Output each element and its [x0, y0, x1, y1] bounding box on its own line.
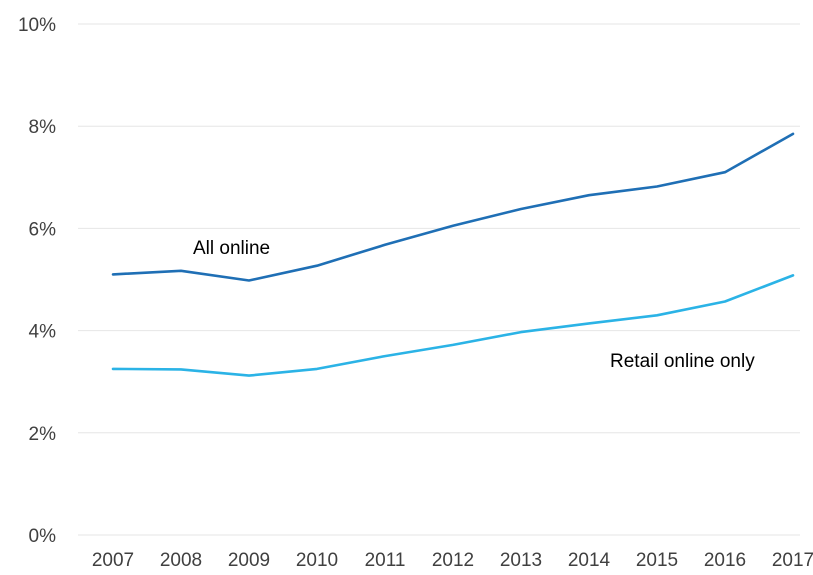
- y-axis-tick-labels: 0% 2% 4% 6% 8% 10%: [18, 15, 56, 547]
- series-label-retail-online-only: Retail online only: [610, 351, 755, 372]
- x-tick-label: 2009: [228, 550, 270, 571]
- series-labels: All online Retail online only: [193, 238, 755, 372]
- gridlines: [78, 24, 800, 535]
- y-tick-label: 8%: [29, 117, 57, 138]
- series-label-all-online: All online: [193, 238, 270, 259]
- x-tick-label: 2013: [500, 550, 542, 571]
- x-tick-label: 2011: [365, 550, 406, 571]
- x-tick-label: 2010: [296, 550, 338, 571]
- y-tick-label: 10%: [18, 15, 56, 36]
- y-tick-label: 4%: [29, 322, 57, 343]
- x-tick-label: 2008: [160, 550, 202, 571]
- x-tick-label: 2007: [92, 550, 134, 571]
- x-tick-label: 2014: [568, 550, 611, 571]
- x-tick-label: 2015: [636, 550, 678, 571]
- y-tick-label: 2%: [29, 424, 57, 445]
- y-tick-label: 0%: [29, 526, 57, 547]
- x-tick-label: 2017: [772, 550, 813, 571]
- x-axis-tick-labels: 2007 2008 2009 2010 2011 2012 2013 2014 2015 2016…: [92, 550, 813, 571]
- x-tick-label: 2012: [432, 550, 474, 571]
- x-tick-label: 2016: [704, 550, 746, 571]
- y-tick-label: 6%: [29, 219, 57, 240]
